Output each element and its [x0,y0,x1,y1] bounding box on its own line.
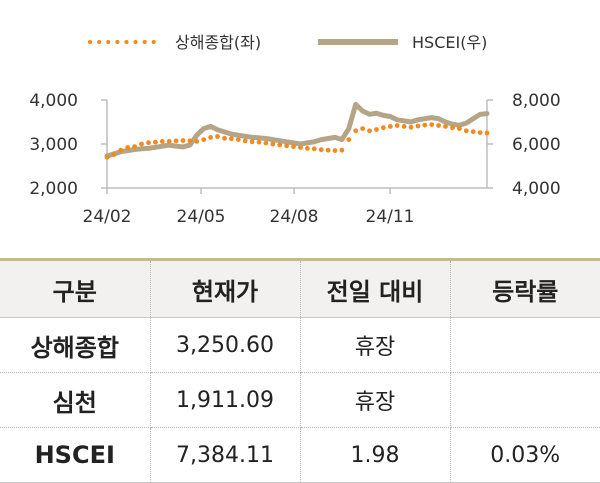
table-row: 심천 1,911.09 휴장 [0,372,600,428]
left-tick-label: 2,000 [29,179,78,199]
series-point-shanghai [415,123,421,129]
series-point-shanghai [104,154,110,160]
row-label: 심천 [0,372,151,428]
series-point-shanghai [215,134,220,139]
series-line-hscei [104,101,490,159]
series-point-shanghai [298,145,303,150]
change-cell: 휴장 [300,372,451,428]
series-point-shanghai [311,146,317,152]
series-point-shanghai [132,144,138,150]
series-point-shanghai [332,148,338,154]
legend-label-hscei: HSCEI(우) [412,33,487,52]
change-cell: 휴장 [300,317,451,373]
series-point-shanghai [187,138,193,144]
left-tick-label: 3,000 [29,135,78,155]
table-row: HSCEI 7,384.11 1.98 0.03% [0,427,600,483]
series-point-shanghai [318,147,324,153]
series-point-shanghai [381,125,386,131]
series-point-shanghai [194,139,200,144]
series-point-shanghai [256,139,262,145]
x-tick-label: 24/11 [366,207,415,227]
series-point-shanghai [270,141,276,147]
series-point-shanghai [484,130,490,136]
series-point-shanghai [153,139,158,145]
price-cell: 1,911.09 [150,372,301,428]
rate-cell [450,317,600,373]
rate-cell: 0.03% [450,427,600,483]
series-point-shanghai [305,146,310,151]
price-cell: 7,384.11 [150,427,301,483]
series-point-shanghai [229,136,234,142]
row-label: HSCEI [0,427,151,483]
series-layer [104,101,490,160]
series-point-shanghai [443,124,448,129]
series-point-shanghai [284,143,289,149]
series-point-shanghai [339,147,345,153]
series-point-shanghai [249,139,255,145]
header-category: 구분 [0,258,151,318]
series-point-shanghai [422,122,428,128]
x-tick-label: 24/08 [270,207,319,227]
series-point-shanghai [263,140,269,146]
series-point-shanghai [139,141,144,147]
tick-layer: 2,000 3,000 4,000 4,000 6,000 8,000 24/02 24/05… [29,91,560,227]
series-point-shanghai [408,124,414,130]
series-point-shanghai [166,139,172,144]
right-tick-label: 6,000 [512,135,561,155]
series-point-shanghai [159,139,165,144]
series-point-shanghai [450,125,455,131]
series-point-shanghai [222,135,227,141]
legend: 상해종합(좌) HSCEI(우) [88,33,487,52]
change-cell: 1.98 [300,427,451,483]
series-point-shanghai [457,126,462,131]
x-tick-label: 24/05 [177,207,226,227]
series-point-shanghai [429,122,435,127]
series-point-shanghai [463,128,469,134]
series-point-shanghai [118,147,124,153]
header-price: 현재가 [150,258,301,318]
legend-label-shanghai: 상해종합(좌) [175,33,261,52]
series-point-shanghai [173,138,179,144]
series-point-shanghai [470,129,476,135]
market-table: 구분 현재가 전일 대비 등락률 상해종합 3,250.60 휴장 심천 1,9… [0,258,600,483]
series-point-shanghai [360,126,365,131]
series-point-shanghai [125,145,131,150]
series-point-shanghai [242,138,248,144]
series-point-shanghai [111,152,117,158]
series-point-shanghai [394,123,400,128]
series-point-shanghai [374,127,379,132]
series-point-shanghai [346,137,352,143]
series-point-shanghai [201,137,207,143]
chart: 상해종합(좌) HSCEI(우) 2,000 3,000 4,000 4,000 6,0… [29,33,560,227]
table-header-row: 구분 현재가 전일 대비 등락률 [0,258,600,318]
series-point-shanghai [146,140,151,146]
rate-cell [450,372,600,428]
series-point-shanghai [367,128,372,134]
right-tick-label: 4,000 [512,179,561,199]
series-point-shanghai [325,147,331,153]
series-point-shanghai [477,130,483,136]
right-tick-label: 8,000 [512,91,561,111]
left-tick-label: 4,000 [29,91,78,111]
series-point-shanghai [401,124,407,129]
series-point-shanghai [277,142,283,148]
x-tick-label: 24/02 [83,207,132,227]
header-change: 전일 대비 [300,258,451,318]
series-point-shanghai [436,123,441,128]
series-point-shanghai [291,144,296,150]
row-label: 상해종합 [0,317,151,373]
header-rate: 등락률 [450,258,600,318]
series-point-shanghai [353,128,359,134]
series-point-shanghai [387,124,393,129]
table-row: 상해종합 3,250.60 휴장 [0,317,600,373]
series-point-shanghai [235,137,241,143]
price-cell: 3,250.60 [150,317,301,373]
series-point-shanghai [180,138,186,143]
series-point-shanghai [208,135,214,140]
